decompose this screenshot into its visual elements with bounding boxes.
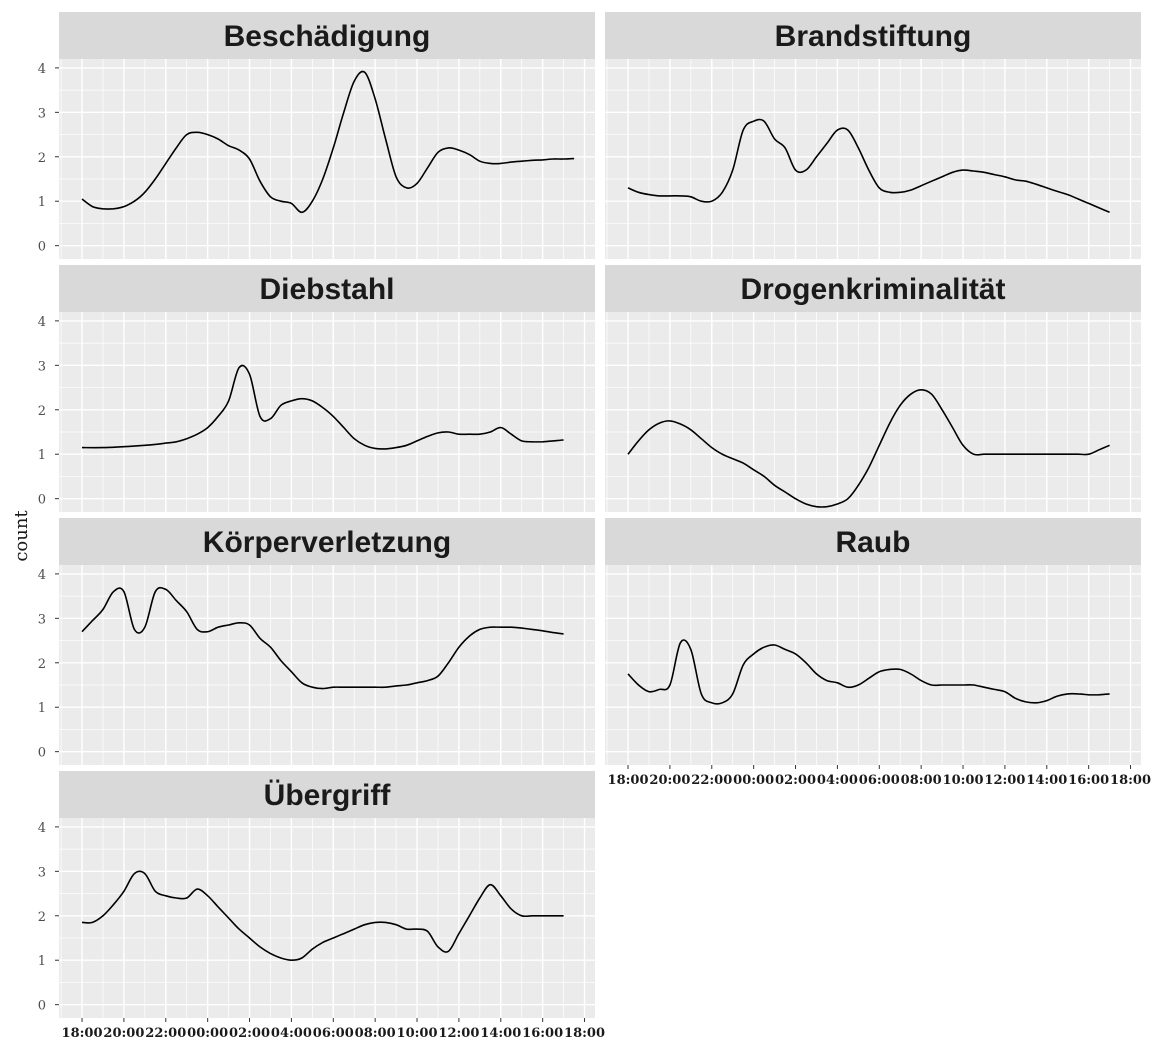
y-tick-label: 4 <box>38 568 46 583</box>
x-tick-label: 08:00 <box>355 1026 396 1041</box>
facet-strip <box>605 265 1141 312</box>
x-tick-label: 06:00 <box>859 773 900 788</box>
facet-title: Raub <box>836 526 911 559</box>
facet-strip <box>59 518 595 565</box>
facet-strip <box>605 518 1141 565</box>
x-tick-label: 16:00 <box>1068 773 1109 788</box>
panel-background <box>605 59 1141 259</box>
y-tick-label: 1 <box>38 954 46 969</box>
facet-panel: Körperverletzung 0 1 2 3 4 <box>38 518 595 775</box>
x-tick-label: 18:00 <box>1110 773 1151 788</box>
series-line <box>81 70 575 214</box>
x-tick-label: 18:00 <box>62 1026 103 1041</box>
y-axis-title: count <box>11 510 32 562</box>
facet-panel: Diebstahl 0 1 2 3 4 <box>38 265 595 522</box>
facet-title: Übergriff <box>264 779 392 812</box>
y-tick-label: 4 <box>38 62 46 77</box>
y-tick-label: 0 <box>38 493 46 508</box>
y-tick-label: 2 <box>38 404 46 419</box>
panel-background <box>605 312 1141 512</box>
panel-background <box>59 59 595 259</box>
facet-strip <box>59 265 595 312</box>
x-tick-label: 18:00 <box>608 773 649 788</box>
x-tick-label: 10:00 <box>943 773 984 788</box>
y-tick-label: 3 <box>38 865 46 880</box>
x-tick-label: 12:00 <box>984 773 1025 788</box>
y-tick-label: 3 <box>38 106 46 121</box>
x-tick-label: 20:00 <box>649 773 690 788</box>
facet-strip <box>59 12 595 59</box>
facet-strip <box>59 771 595 818</box>
y-tick-label: 2 <box>38 151 46 166</box>
x-tick-label: 16:00 <box>522 1026 563 1041</box>
facet-panel: Drogenkriminalität <box>605 265 1141 522</box>
y-tick-label: 3 <box>38 359 46 374</box>
facet-panel: Beschädigung 0 1 2 3 4 <box>38 12 595 269</box>
y-tick-label: 1 <box>38 448 46 463</box>
y-tick-label: 1 <box>38 195 46 210</box>
x-tick-label: 06:00 <box>313 1026 354 1041</box>
series-line <box>81 870 564 961</box>
x-tick-label: 22:00 <box>145 1026 186 1041</box>
x-tick-label: 12:00 <box>438 1026 479 1041</box>
x-tick-label: 18:00 <box>564 1026 605 1041</box>
y-tick-label: 3 <box>38 612 46 627</box>
x-tick-label: 20:00 <box>103 1026 144 1041</box>
y-tick-label: 1 <box>38 701 46 716</box>
x-tick-label: 00:00 <box>187 1026 228 1041</box>
panel-background <box>59 312 595 512</box>
panel-background <box>605 565 1141 765</box>
x-tick-label: 04:00 <box>271 1026 312 1041</box>
x-tick-label: 08:00 <box>901 773 942 788</box>
series-line <box>81 364 564 450</box>
facet-title: Körperverletzung <box>203 526 451 559</box>
x-tick-label: 10:00 <box>397 1026 438 1041</box>
x-tick-label: 14:00 <box>480 1026 521 1041</box>
x-tick-label: 02:00 <box>229 1026 270 1041</box>
y-tick-label: 2 <box>38 910 46 925</box>
y-tick-label: 2 <box>38 657 46 672</box>
x-tick-label: 02:00 <box>775 773 816 788</box>
facet-strip <box>605 12 1141 59</box>
facet-panel: Brandstiftung <box>605 12 1141 269</box>
panel-background <box>59 818 595 1018</box>
series-line <box>627 389 1110 508</box>
y-tick-label: 4 <box>38 821 46 836</box>
facet-title: Diebstahl <box>259 273 394 306</box>
facet-title: Brandstiftung <box>775 20 972 53</box>
panel-background <box>59 565 595 765</box>
series-line <box>627 639 1110 705</box>
series-line <box>627 118 1110 214</box>
x-tick-label: 14:00 <box>1026 773 1067 788</box>
facet-title: Beschädigung <box>224 20 431 53</box>
x-tick-label: 22:00 <box>691 773 732 788</box>
facet-title: Drogenkriminalität <box>740 273 1005 306</box>
y-tick-label: 4 <box>38 315 46 330</box>
x-tick-label: 04:00 <box>817 773 858 788</box>
series-line <box>81 586 564 690</box>
y-tick-label: 0 <box>38 746 46 761</box>
x-tick-label: 00:00 <box>733 773 774 788</box>
y-tick-label: 0 <box>38 240 46 255</box>
y-tick-label: 0 <box>38 999 46 1014</box>
